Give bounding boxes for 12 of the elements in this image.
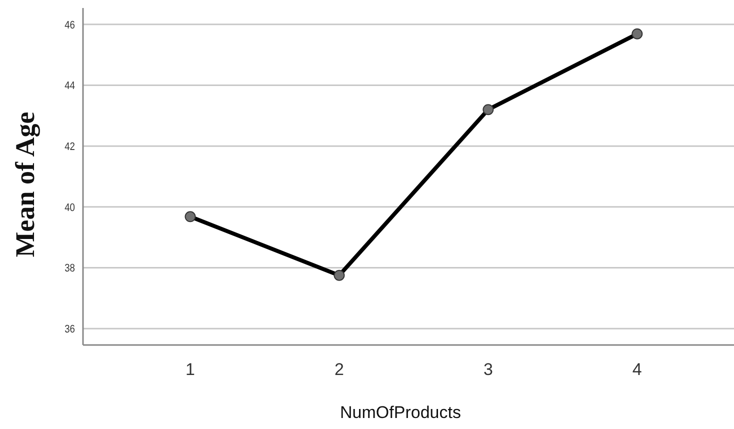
x-axis-title: NumOfProducts <box>340 403 461 422</box>
y-tick-label: 36 <box>64 324 76 336</box>
x-tick-label: 1 <box>186 360 195 379</box>
y-tick-label: 44 <box>64 80 76 92</box>
x-tick-label: 2 <box>334 360 344 379</box>
y-tick-label: 46 <box>64 20 76 32</box>
y-tick-label: 42 <box>64 141 76 154</box>
x-tick-label: 3 <box>483 360 493 379</box>
y-axis-title: Mean of Age <box>10 112 40 258</box>
x-tick-label: 4 <box>632 360 642 379</box>
y-tick-label: 40 <box>64 202 76 214</box>
y-tick-label: 38 <box>64 262 76 275</box>
